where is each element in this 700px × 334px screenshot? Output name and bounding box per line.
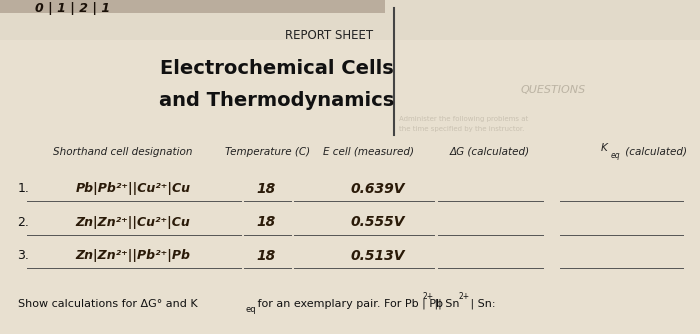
Text: Pb|Pb²⁺||Cu²⁺|Cu: Pb|Pb²⁺||Cu²⁺|Cu [76,182,190,195]
Text: 0 | 1 | 2 | 1: 0 | 1 | 2 | 1 [35,2,110,15]
Text: REPORT SHEET: REPORT SHEET [285,29,373,41]
Text: and Thermodynamics: and Thermodynamics [159,91,394,110]
Text: Zn|Zn²⁺||Cu²⁺|Cu: Zn|Zn²⁺||Cu²⁺|Cu [76,216,190,228]
Text: the time specified by the instructor.: the time specified by the instructor. [399,126,524,132]
Text: 2+: 2+ [458,292,470,301]
FancyBboxPatch shape [0,0,385,13]
Text: K: K [601,143,608,153]
Text: 18: 18 [256,215,276,229]
Text: || Sn: || Sn [431,299,460,309]
Text: 0.555V: 0.555V [351,215,405,229]
Text: 0.513V: 0.513V [351,248,405,263]
Text: ΔG (calculated): ΔG (calculated) [450,147,530,157]
Text: Temperature (C): Temperature (C) [225,147,310,157]
Text: Electrochemical Cells: Electrochemical Cells [160,59,393,78]
Text: QUESTIONS: QUESTIONS [520,85,586,95]
Text: eq: eq [246,306,256,314]
Text: (calculated): (calculated) [622,147,687,157]
Text: 2.: 2. [18,216,29,228]
Text: 2+: 2+ [423,292,434,301]
FancyBboxPatch shape [0,0,700,40]
Text: 18: 18 [256,248,276,263]
Text: Administer the following problems at: Administer the following problems at [399,116,528,122]
Text: | Sn:: | Sn: [467,299,496,309]
Text: eq: eq [611,151,621,160]
Text: 1.: 1. [18,182,29,195]
Text: E cell (measured): E cell (measured) [323,147,414,157]
Text: Show calculations for ΔG° and K: Show calculations for ΔG° and K [18,299,197,309]
Text: Shorthand cell designation: Shorthand cell designation [52,147,192,157]
Text: 0.639V: 0.639V [351,182,405,196]
Text: for an exemplary pair. For Pb | Pb: for an exemplary pair. For Pb | Pb [254,299,443,309]
Text: 18: 18 [256,182,276,196]
Text: 3.: 3. [18,249,29,262]
Text: Zn|Zn²⁺||Pb²⁺|Pb: Zn|Zn²⁺||Pb²⁺|Pb [76,249,190,262]
